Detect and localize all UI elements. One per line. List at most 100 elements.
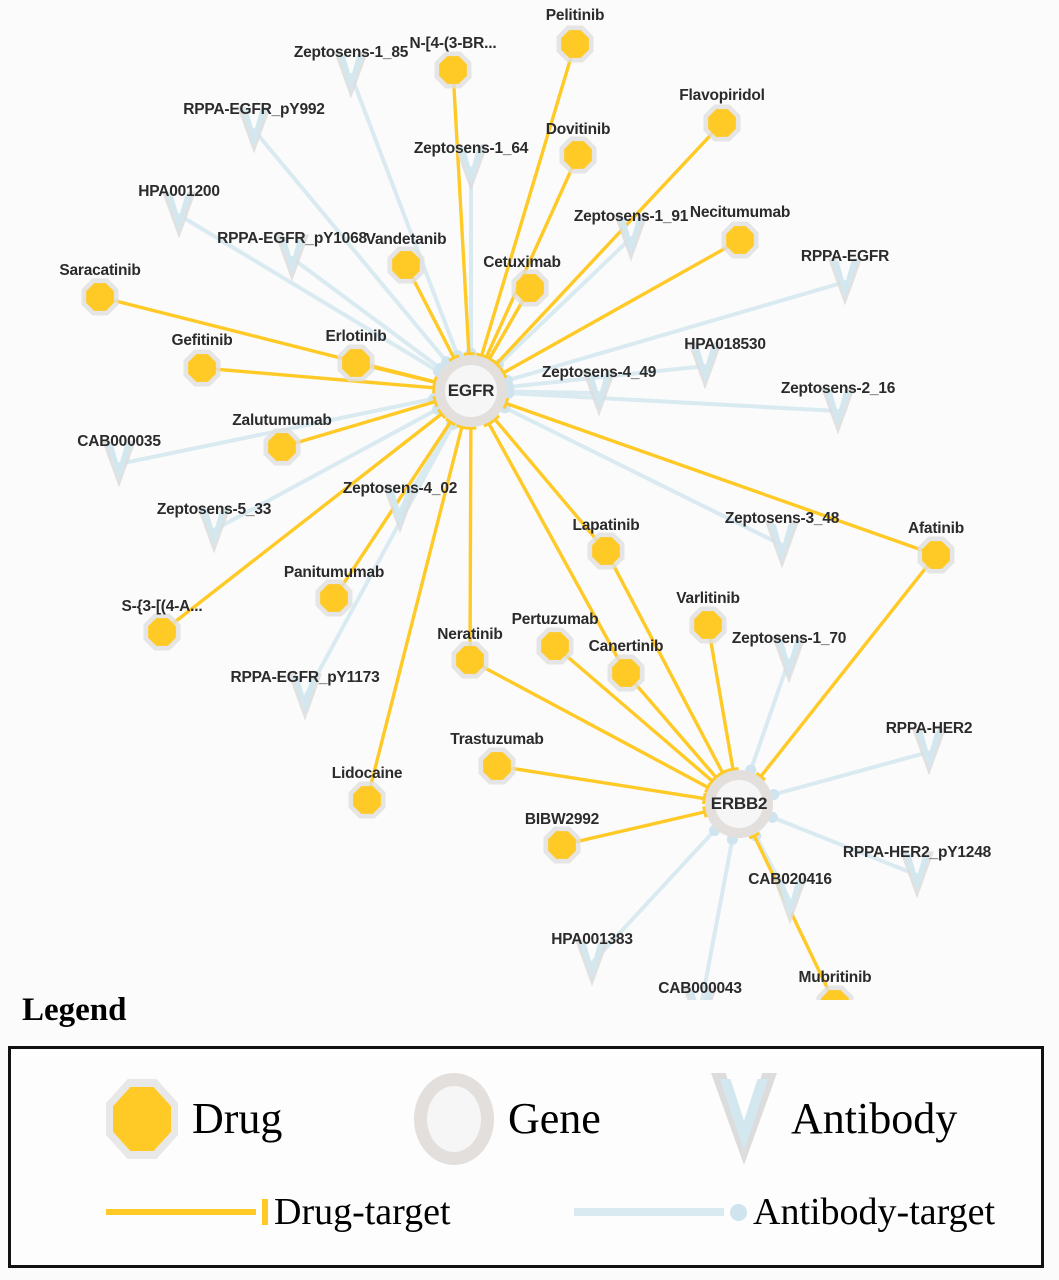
drug-node[interactable] [536,627,574,665]
gene-node-egfr[interactable] [435,355,507,427]
antibody-node[interactable] [900,851,934,899]
antibody-chevron-icon [201,509,227,547]
drug-node[interactable] [183,349,221,387]
drug-target-edge [604,550,725,774]
antibody-node[interactable] [582,369,616,417]
antibody-node[interactable] [772,636,806,684]
antibody-node[interactable] [275,234,309,282]
antibody-target-edge [771,750,931,797]
antibody-chevron-icon [687,990,713,1000]
drug-target-edge [479,43,577,357]
antibody-halo [683,987,717,1000]
drug-edge-tbar [748,831,760,840]
node-layer [81,25,955,1001]
antibody-node[interactable] [575,939,609,987]
drug-octagon-icon [268,433,296,461]
legend-item-drug: Drug [106,1079,282,1159]
antibody-chevron-icon [769,524,795,562]
antibody-chevron-icon [776,639,802,677]
antibody-node[interactable] [912,728,946,776]
drug-node[interactable] [143,613,181,651]
antibody-node[interactable] [383,486,417,534]
drug-node[interactable] [348,781,386,819]
drug-octagon-icon [106,1079,178,1159]
gene-node-erbb2[interactable] [705,770,773,838]
antibody-node[interactable] [197,506,231,554]
drug-octagon-icon [592,537,620,565]
drug-edge-tbar [502,397,510,410]
antibody-chevron-icon [387,489,413,527]
antibody-edge-cap-icon [730,1203,747,1221]
antibody-chevron-icon [832,261,858,299]
antibody-node[interactable] [102,440,136,488]
antibody-target-edge [212,407,440,532]
antibody-chevron-icon [916,731,942,769]
drug-target-edge [706,624,735,770]
legend-edge-row: Drug-target Antibody-target [11,1185,1041,1255]
drug-node[interactable] [478,747,516,785]
drug-node[interactable] [337,344,375,382]
antibody-node[interactable] [765,521,799,569]
antibody-chevron-icon [586,372,612,410]
drug-target-edge [495,121,724,366]
drug-node[interactable] [556,25,594,63]
antibody-node[interactable] [162,191,196,239]
drug-node[interactable] [263,428,301,466]
antibody-target-edge [590,828,717,965]
drug-octagon-icon [483,752,511,780]
drug-edge-tbar [483,354,495,364]
antibody-node[interactable] [237,106,271,154]
drug-octagon-icon [148,618,176,646]
drug-node[interactable] [816,985,854,1000]
drug-node[interactable] [543,826,581,864]
drug-node[interactable] [689,606,727,644]
drug-node[interactable] [559,136,597,174]
drug-node[interactable] [387,246,425,284]
drug-node[interactable] [587,532,625,570]
drug-node[interactable] [81,278,119,316]
drug-target-edge [468,427,473,661]
antibody-node[interactable] [773,877,807,925]
legend-item-antibody: Antibody [711,1073,957,1165]
drug-edge-tbar [702,806,708,818]
antibody-node[interactable] [828,258,862,306]
drug-node[interactable] [315,579,353,617]
antibody-node[interactable] [334,51,368,99]
antibody-node[interactable] [688,342,722,390]
antibody-node[interactable] [454,144,488,192]
antibody-chevron-icon [338,54,364,92]
antibody-node[interactable] [821,387,855,435]
drug-octagon-icon [612,659,640,687]
drug-edge-tbar [701,792,707,805]
antibody-node[interactable] [614,214,648,262]
legend-item-gene: Gene [414,1073,601,1165]
drug-node[interactable] [607,654,645,692]
drug-octagon-icon [188,354,216,382]
antibody-target-edge [349,73,460,358]
drug-node[interactable] [451,641,489,679]
drug-node[interactable] [721,221,759,259]
drug-node[interactable] [917,536,955,574]
antibody-target-edge [290,256,443,371]
drug-edge-tbar [727,766,739,773]
legend-item-drug-target: Drug-target [106,1193,451,1231]
drug-node[interactable] [511,269,549,307]
drug-edge-tbar [448,354,460,363]
antibody-chevron-icon [777,880,803,918]
drug-target-edge [561,810,706,847]
drug-target-edge [493,418,608,553]
antibody-target-edge [177,213,441,374]
antibody-node[interactable] [288,673,322,721]
drug-node[interactable] [703,104,741,142]
antibody-chevron-icon [711,1073,777,1165]
drug-target-edge [365,426,464,801]
drug-octagon-icon [548,831,576,859]
antibody-node[interactable] [683,987,717,1001]
drug-target-edge [469,658,709,789]
drug-target-edge [451,69,471,355]
drug-edge-tbar [437,408,447,420]
drug-node[interactable] [434,51,472,89]
drug-octagon-icon [708,109,736,137]
antibody-chevron-icon [241,109,267,147]
legend-label-drug-target: Drug-target [274,1191,451,1233]
